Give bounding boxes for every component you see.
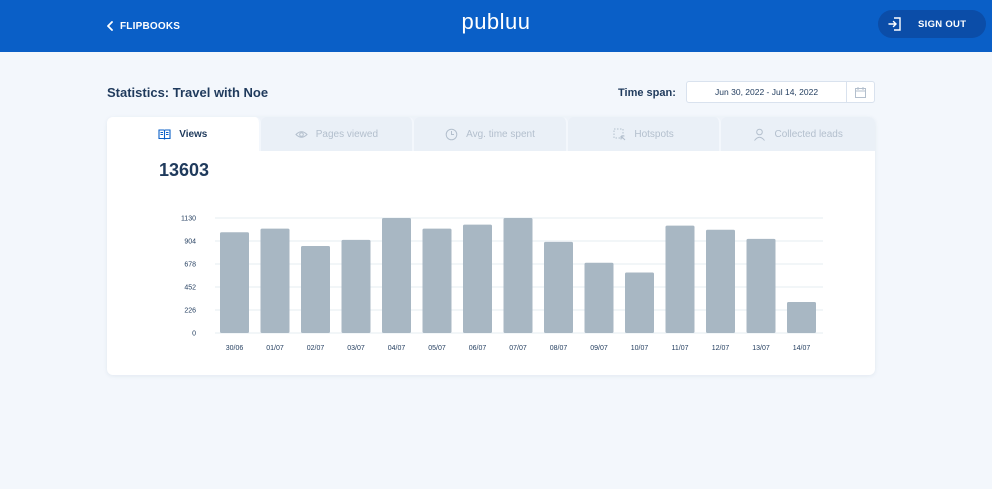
y-tick-label: 904 — [184, 239, 196, 246]
x-tick-label: 06/07 — [469, 345, 487, 352]
x-tick-label: 10/07 — [631, 345, 649, 352]
time-span-label: Time span: — [618, 87, 676, 99]
x-tick-label: 13/07 — [752, 345, 770, 352]
back-link-label: FLIPBOOKS — [120, 20, 181, 32]
bar-04-07[interactable] — [382, 218, 411, 333]
back-to-flipbooks-link[interactable]: FLIPBOOKS — [106, 17, 180, 35]
sign-out-icon — [888, 17, 901, 31]
bar-10-07[interactable] — [625, 272, 654, 333]
top-bar: FLIPBOOKS publuu SIGN OUT — [0, 0, 992, 52]
chevron-left-icon — [107, 21, 113, 31]
bar-11-07[interactable] — [665, 225, 695, 333]
tab-views[interactable]: Views — [107, 117, 261, 151]
total-views-value: 13603 — [159, 160, 210, 180]
bar-08-07[interactable] — [544, 241, 573, 333]
x-tick-label: 11/07 — [672, 345, 689, 352]
y-tick-label: 1130 — [181, 216, 196, 223]
calendar-icon — [855, 86, 867, 98]
bar-14-07[interactable] — [787, 301, 816, 333]
sign-out-label: SIGN OUT — [918, 18, 967, 30]
tab-pages-viewed-label: Pages viewed — [315, 128, 379, 140]
clock-icon — [445, 128, 458, 140]
y-tick-label: 226 — [184, 308, 196, 315]
tab-hotspots-label: Hotspots — [634, 128, 674, 140]
calendar-button[interactable] — [846, 82, 874, 102]
date-range-value[interactable]: Jun 30, 2022 - Jul 14, 2022 — [715, 87, 819, 97]
stats-tabs: Views Pages viewed Avg. time spent Hotsp… — [107, 117, 875, 151]
hotspot-icon — [613, 128, 626, 140]
tab-pages-viewed[interactable]: Pages viewed — [260, 117, 415, 151]
tab-collected-leads-label: Collected leads — [774, 128, 843, 140]
bar-01-07[interactable] — [260, 228, 290, 333]
x-tick-label: 30/06 — [226, 345, 244, 352]
x-tick-label: 12/07 — [712, 345, 730, 352]
publuu-logo[interactable]: publuu — [461, 9, 531, 34]
bar-07-07[interactable] — [503, 218, 533, 333]
bar-03-07[interactable] — [341, 239, 371, 333]
eye-icon — [295, 130, 308, 138]
x-tick-label: 07/07 — [509, 345, 527, 352]
statistics-card: Views Pages viewed Avg. time spent Hotsp… — [107, 117, 875, 375]
x-tick-label: 08/07 — [550, 345, 568, 352]
tab-collected-leads[interactable]: Collected leads — [721, 117, 875, 151]
bar-09-07[interactable] — [584, 262, 614, 333]
tab-avg-time-spent-label: Avg. time spent — [466, 128, 535, 140]
sign-out-button[interactable]: SIGN OUT — [878, 10, 986, 38]
bar-05-07[interactable] — [422, 228, 452, 333]
bar-06-07[interactable] — [463, 224, 492, 333]
bar-12-07[interactable] — [706, 229, 735, 333]
bar-30-06[interactable] — [220, 232, 249, 333]
x-tick-label: 03/07 — [347, 345, 365, 352]
tab-avg-time-spent[interactable]: Avg. time spent — [414, 117, 568, 151]
x-tick-label: 04/07 — [388, 345, 406, 352]
page-title: Statistics: Travel with Noe — [107, 85, 269, 100]
x-tick-label: 14/07 — [793, 345, 811, 352]
views-bar-chart: 0 226 452 678 904 1130 30/06 01/07 02/07 03/07 04/… — [181, 216, 823, 352]
tab-hotspots[interactable]: Hotspots — [567, 117, 722, 151]
y-tick-label: 678 — [184, 262, 196, 269]
x-tick-label: 05/07 — [428, 345, 446, 352]
x-tick-label: 02/07 — [307, 345, 325, 352]
user-icon — [754, 128, 766, 141]
bar-02-07[interactable] — [301, 245, 330, 333]
book-icon — [158, 128, 171, 140]
x-tick-label: 01/07 — [266, 345, 284, 352]
date-range-picker[interactable]: Jun 30, 2022 - Jul 14, 2022 — [686, 81, 875, 103]
tab-views-label: Views — [179, 128, 208, 140]
x-tick-label: 09/07 — [590, 345, 608, 352]
bar-13-07[interactable] — [746, 238, 776, 333]
y-tick-label: 0 — [192, 331, 196, 338]
y-tick-label: 452 — [184, 285, 196, 292]
